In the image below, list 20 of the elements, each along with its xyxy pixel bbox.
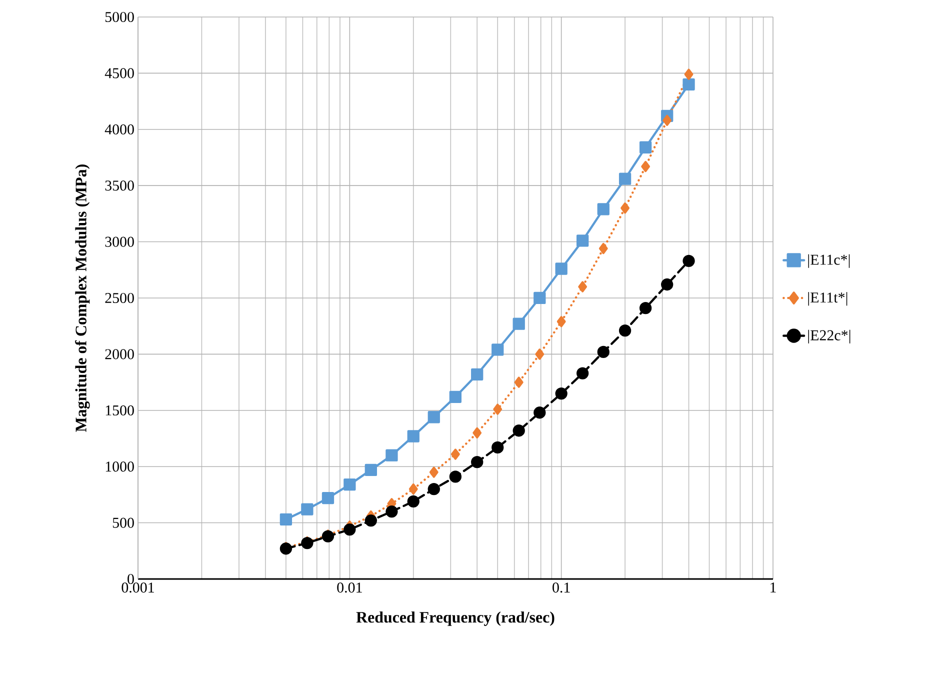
y-tick-label: 3500 (105, 180, 134, 191)
y-tick-label: 1000 (106, 462, 134, 472)
y-tick-label: 2500 (105, 292, 134, 304)
y-tick-label: 2000 (105, 349, 134, 360)
legend-label: |E22c*| (808, 330, 850, 344)
x-tick-label: 0.1 (552, 582, 570, 593)
x-tick-label: 1 (770, 582, 776, 592)
x-axis-title: Reduced Frequency (rad/sec) (356, 611, 554, 626)
y-tick-label: 4000 (104, 124, 134, 134)
x-tick-label: 0.001 (122, 582, 154, 593)
y-axis-title: Magnitude of Complex Modulus (MPa) (75, 164, 90, 432)
y-tick-label: 0 (128, 574, 134, 584)
y-tick-label: 5000 (105, 12, 134, 22)
y-tick-label: 3000 (105, 236, 134, 247)
y-tick-label: 1500 (106, 405, 134, 416)
y-tick-label: 500 (112, 518, 134, 528)
y-tick-label: 4500 (104, 68, 134, 78)
legend-label: |E11t*| (808, 292, 848, 306)
legend-label: |E11c*| (808, 254, 850, 268)
x-tick-label: 0.01 (337, 582, 362, 593)
